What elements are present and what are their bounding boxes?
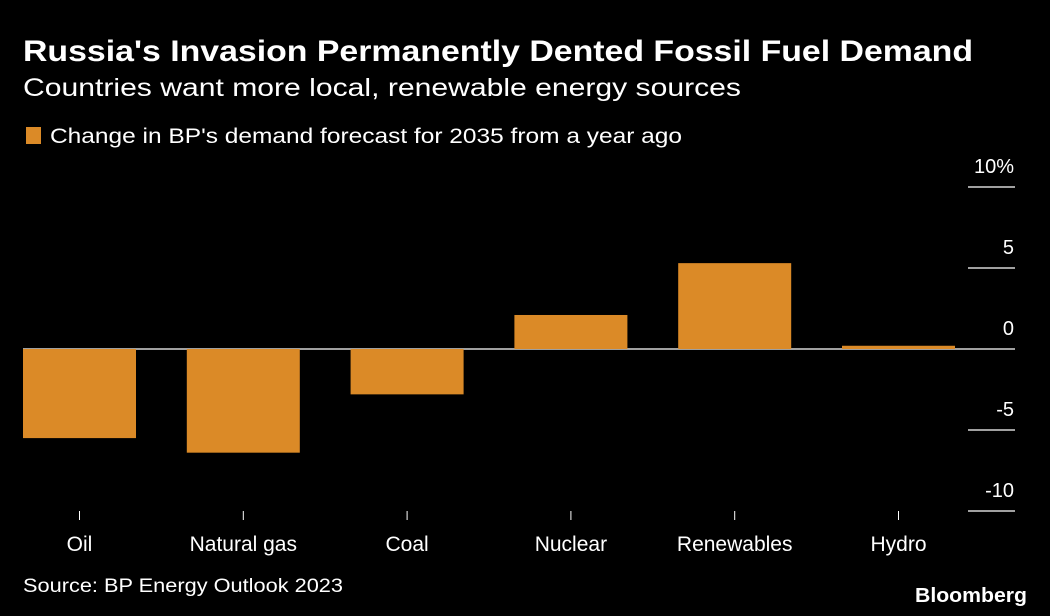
x-tick-label: Coal bbox=[385, 533, 428, 556]
y-tick-label: 0 bbox=[1003, 318, 1014, 340]
legend-label: Change in BP's demand forecast for 2035 … bbox=[50, 125, 682, 148]
x-tick-label: Hydro bbox=[870, 533, 926, 556]
x-tick-label: Nuclear bbox=[535, 533, 607, 556]
y-tick-label: 5 bbox=[1003, 237, 1014, 259]
legend-swatch bbox=[26, 127, 41, 144]
bar-natural-gas bbox=[186, 349, 300, 453]
chart-title: Russia's Invasion Permanently Dented Fos… bbox=[23, 35, 973, 68]
bar-oil bbox=[23, 349, 136, 439]
x-tick-label: Oil bbox=[67, 533, 93, 556]
source-note: Source: BP Energy Outlook 2023 bbox=[23, 576, 343, 597]
bloomberg-logo: Bloomberg bbox=[915, 585, 1027, 607]
bar-renewables bbox=[678, 263, 792, 349]
y-tick-label: -5 bbox=[996, 399, 1014, 421]
bar-coal bbox=[350, 349, 464, 395]
y-tick-label: -10 bbox=[985, 480, 1014, 502]
x-tick-label: Natural gas bbox=[190, 533, 297, 556]
x-tick-label: Renewables bbox=[677, 533, 793, 556]
chart-subtitle: Countries want more local, renewable ene… bbox=[23, 74, 741, 102]
y-tick-label: 10% bbox=[974, 156, 1014, 178]
bar-nuclear bbox=[514, 314, 628, 349]
bar-hydro bbox=[842, 345, 955, 349]
